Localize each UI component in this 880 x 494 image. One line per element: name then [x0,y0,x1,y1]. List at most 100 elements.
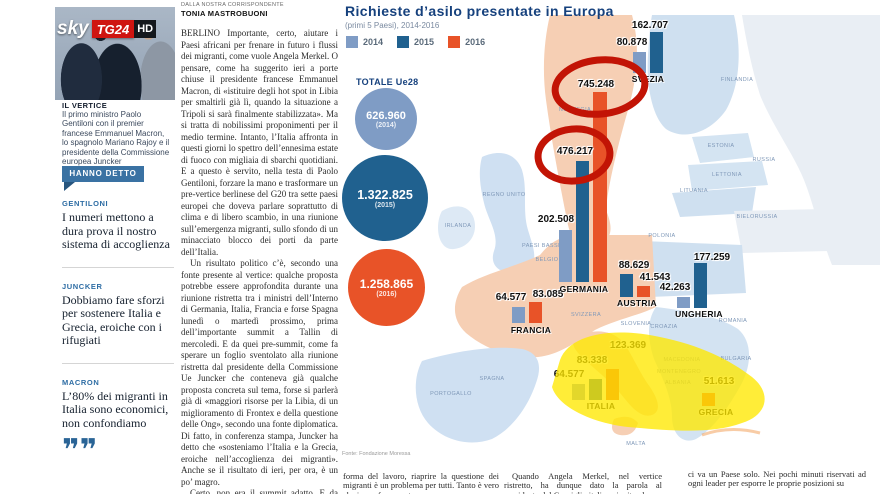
hanno-detto-ribbon: HANNO DETTO [62,166,144,191]
legend-item-2015: 2015 [397,36,434,48]
map-ireland [438,206,476,250]
chart-source: Fonte: Fondazione Moressa [342,451,411,457]
total-year-2014: (2014) [375,121,397,129]
bar-francia-2016 [529,302,542,323]
map-uk [479,153,535,273]
article-paragraph: Certo, non era il summit adatto. E da Ro… [190,488,338,494]
value-austria-2015: 88.629 [618,260,650,271]
total-value-2016: 1.258.865 [359,277,414,291]
legend-label-2014: 2014 [363,37,384,47]
article-column: DALLA NOSTRA CORRISPONDENTE TONIA MASTRO… [181,2,338,494]
article-fragment-right: ci va un Paese solo. Nei pochi minuti ri… [688,468,866,489]
quote-author-gentiloni: GENTILONI [62,199,109,208]
country-label-germania: GERMANIA [559,284,609,294]
map-label-bielorussia: BIELORUSSIA [736,214,778,220]
value-svezia-2015: 162.707 [631,20,669,31]
map-label-portogallo: PORTOGALLO [430,391,472,397]
article-byline: TONIA MASTROBUONI [181,9,268,18]
bar-ungheria-2015 [694,263,707,308]
total-year-2016: (2016) [376,291,397,298]
country-label-ungheria: UNGHERIA [675,309,723,319]
legend-label-2015: 2015 [414,37,435,47]
map-label-finlandia: FINLANDIA [720,77,754,83]
map-label-slovenia: SLOVENIA [620,321,652,327]
total-year-2015: (2015) [374,201,396,209]
chart-legend: 2014 2015 2016 [346,36,485,48]
value-ungheria-2015: 177.259 [693,252,731,263]
sky-wordmark: sky [57,18,89,39]
article-paragraph: Un risultato politico c’è, secondo una f… [181,258,338,487]
bar-germania-2016 [593,92,607,282]
bar-francia-2014 [512,307,525,323]
quote-text-gentiloni: I numeri mettono a dura prova il nostro … [62,210,170,251]
article-kicker: DALLA NOSTRA CORRISPONDENTE [181,2,284,8]
legend-label-2016: 2016 [465,37,486,47]
tg24-badge: TG24 [91,20,135,38]
total-value-2014: 626.960 [366,109,406,122]
country-label-francia: FRANCIA [510,325,552,335]
article-paragraph: BERLINO Importante, certo, aiutare i Pae… [181,28,338,257]
bar-svezia-2014 [633,52,646,73]
map-label-albania: ALBANIA [664,380,692,386]
map-label-montenegro: MONTENEGRO [656,369,702,375]
total-circle-2014: 626.960 (2014) [355,88,417,150]
bars-germania [559,92,607,282]
value-italia-2016: 123.369 [609,340,647,351]
value-svezia-2014: 80.878 [616,37,648,48]
map-label-lettonia: LETTONIA [712,172,742,178]
chart-title: Richieste d’asilo presentate in Europa [345,3,614,19]
bars-francia [512,302,542,323]
map-latvia [688,161,768,191]
legend-swatch-2016 [448,36,461,48]
map-label-svizzera: SVIZZERA [570,312,602,318]
quote-text-macron: L’80% dei migranti in Italia sono econom… [62,388,169,430]
map-label-croazia: CROAZIA [650,324,678,330]
value-francia-2016: 83.085 [532,289,564,300]
total-circle-2015: 1.322.825 (2015) [342,155,428,241]
quotes-column: GENTILONI I numeri mettono a dura prova … [62,199,174,466]
map-label-polonia: POLONIA [648,233,676,239]
value-francia-2014: 64.577 [495,292,527,303]
article-fragment-middle: Quando Angela Merkel, nel vertice ristre… [504,470,662,494]
map-label-paesi-bassi: PAESI BASSI [522,243,560,249]
bar-italia-2014 [572,384,585,400]
bar-italia-2015 [589,379,602,400]
sky-tg24-logo: sky TG24 HD [57,18,157,39]
bars-austria [620,274,650,297]
divider [62,266,174,268]
value-germania-2015: 476.217 [556,146,594,157]
bar-germania-2015 [576,161,589,282]
map-label-russia: RUSSIA [752,157,776,163]
legend-item-2014: 2014 [346,36,383,48]
map-iberia [415,347,540,443]
value-ungheria-2014: 42.263 [659,282,691,293]
legend-item-2016: 2016 [448,36,485,48]
map-label-regno-unito: REGNO UNITO [482,192,526,198]
quote-author-macron: MACRON [62,377,100,387]
legend-swatch-2015 [397,36,410,48]
bars-ungheria [677,263,707,308]
map-label-malta: MALTA [626,441,646,447]
totals-label: TOTALE Ue28 [356,77,419,87]
total-value-2015: 1.322.825 [357,187,413,202]
country-label-austria: AUSTRIA [617,298,657,308]
map-label-bulgaria: BULGARIA [720,356,752,362]
photo-heading: IL VERTICE [62,101,108,110]
map-label-irlanda: IRLANDA [444,223,472,229]
map-lithuania [672,187,756,217]
country-label-italia: ITALIA [586,401,616,411]
article-fragment-left: forma del lavoro, riaprire la questione … [343,470,499,494]
map-label-lituania: LITUANIA [680,188,708,194]
country-label-grecia: GRECIA [698,407,734,417]
bar-austria-2015 [620,274,633,297]
divider [62,362,174,364]
value-germania-2016: 745.248 [577,79,615,90]
total-circle-2016: 1.258.865 (2016) [348,249,425,326]
bar-germania-2014 [559,230,572,282]
map-estonia [692,133,754,163]
value-grecia-2016: 51.613 [703,376,735,387]
hd-badge: HD [134,20,157,38]
bar-ungheria-2014 [677,297,690,308]
bar-austria-2016 [637,286,650,297]
